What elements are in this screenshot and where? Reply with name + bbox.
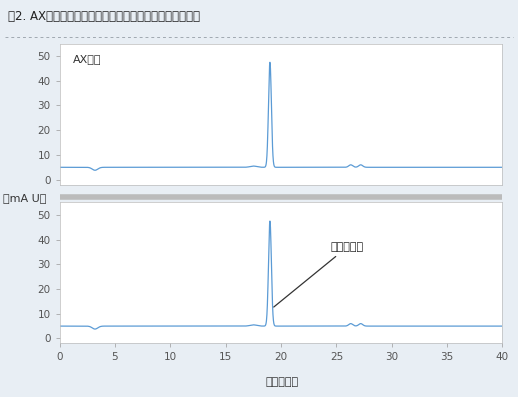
Text: （mA U）: （mA U） — [3, 193, 46, 204]
Text: 時間（分）: 時間（分） — [266, 377, 299, 387]
Text: フェルラ酸: フェルラ酸 — [274, 242, 364, 307]
Text: 噣2. AX画分における結合型フェノール類の渶出パターン: 噣2. AX画分における結合型フェノール類の渶出パターン — [8, 10, 200, 23]
Text: AX回分: AX回分 — [73, 54, 102, 64]
